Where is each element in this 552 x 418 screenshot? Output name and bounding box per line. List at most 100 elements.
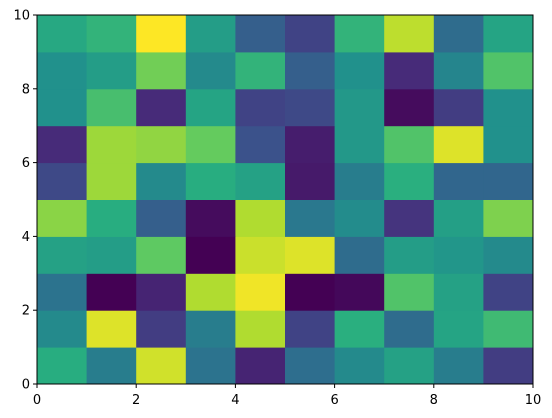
x-tick-label: 4 [231, 393, 239, 408]
heat-cell [433, 199, 484, 237]
heat-cell [334, 236, 385, 274]
heat-cell [334, 15, 385, 53]
heat-cell [185, 51, 236, 90]
heat-cell [483, 162, 534, 200]
heat-cell [136, 236, 187, 274]
heat-cell [384, 125, 435, 164]
heat-cell [384, 162, 435, 200]
heat-cell [285, 162, 336, 200]
heat-cell [185, 15, 236, 53]
heat-cell [483, 199, 534, 237]
heat-cell [37, 310, 88, 348]
heat-cell [86, 310, 137, 348]
heat-cell [483, 51, 534, 90]
y-tick-label: 10 [13, 9, 30, 24]
heat-cell [136, 88, 187, 127]
heat-cell [136, 347, 187, 385]
heat-cell [235, 199, 286, 237]
heat-cell [285, 199, 336, 237]
heat-cell [37, 88, 88, 127]
heat-cell [285, 51, 336, 90]
heat-cell [334, 88, 385, 127]
heat-cell [384, 347, 435, 385]
heat-cell [433, 162, 484, 200]
heat-cell [433, 88, 484, 127]
heat-cell [86, 199, 137, 237]
heat-cell [285, 347, 336, 385]
heat-cell [37, 236, 88, 274]
heat-cell [37, 199, 88, 237]
heat-cell [384, 15, 435, 53]
heat-cell [483, 15, 534, 53]
heat-cell [285, 310, 336, 348]
heat-cell [433, 310, 484, 348]
heat-cell [334, 310, 385, 348]
heat-cell [433, 125, 484, 164]
heat-cell [433, 347, 484, 385]
heat-cell [86, 236, 137, 274]
heat-cell [86, 162, 137, 200]
heat-cell [334, 125, 385, 164]
heat-cell [285, 236, 336, 274]
y-tick-label: 8 [22, 82, 30, 97]
heat-cell [384, 310, 435, 348]
heat-cell [235, 347, 286, 385]
heat-cell [37, 125, 88, 164]
heat-cell [235, 15, 286, 53]
heat-cell [136, 199, 187, 237]
heat-cell [86, 347, 137, 385]
heat-cell [185, 162, 236, 200]
heat-cell [483, 125, 534, 164]
heat-cell [136, 51, 187, 90]
heat-cell [433, 273, 484, 311]
heat-cell [483, 273, 534, 311]
heat-cell [384, 236, 435, 274]
heat-cell [235, 125, 286, 164]
heat-cell [285, 273, 336, 311]
heat-cell [37, 162, 88, 200]
heat-cell [384, 273, 435, 311]
heat-cell [235, 236, 286, 274]
heat-cell [384, 88, 435, 127]
y-tick-label: 4 [22, 230, 30, 245]
heat-cell [483, 236, 534, 274]
heat-cell [235, 310, 286, 348]
heat-cell [37, 15, 88, 53]
x-tick-label: 10 [525, 393, 542, 408]
heat-cell [334, 347, 385, 385]
heat-cell [136, 310, 187, 348]
x-tick-label: 2 [132, 393, 140, 408]
heat-cell [136, 162, 187, 200]
heat-cell [136, 125, 187, 164]
heat-cell [185, 125, 236, 164]
heat-cell [334, 51, 385, 90]
heat-cell [334, 273, 385, 311]
heat-cell [235, 273, 286, 311]
heat-cell [483, 88, 534, 127]
heat-cell [235, 51, 286, 90]
heat-cell [433, 15, 484, 53]
heat-cell [285, 88, 336, 127]
heat-cell [384, 51, 435, 90]
heat-cell [86, 15, 137, 53]
heat-cell [86, 88, 137, 127]
heat-cell [185, 347, 236, 385]
y-tick-label: 2 [22, 304, 30, 319]
plot-frame [36, 14, 534, 385]
heat-cell [185, 88, 236, 127]
heat-cell [433, 51, 484, 90]
heat-cell [384, 199, 435, 237]
heat-cell [37, 273, 88, 311]
y-tick-label: 0 [22, 378, 30, 393]
x-tick-label: 0 [33, 393, 41, 408]
heat-cell [185, 199, 236, 237]
heat-cell [185, 310, 236, 348]
heat-cell [235, 162, 286, 200]
x-tick-label: 6 [330, 393, 338, 408]
y-tick-label: 6 [22, 156, 30, 171]
heat-cell [235, 88, 286, 127]
heat-cell [185, 236, 236, 274]
heat-cell [334, 162, 385, 200]
heat-cell [86, 273, 137, 311]
